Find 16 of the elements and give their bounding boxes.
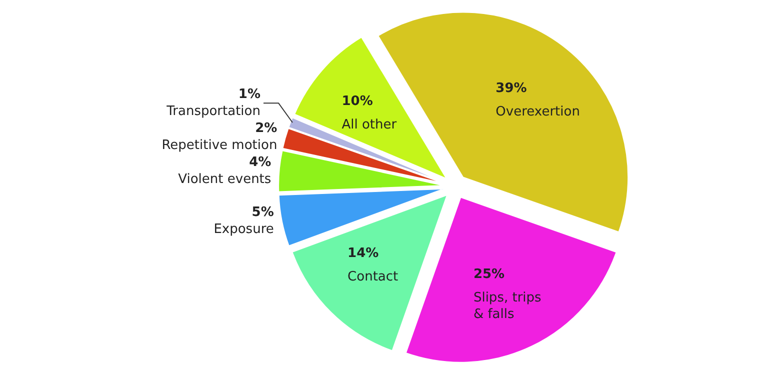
data-label: 14% — [348, 246, 379, 262]
data-label: 39% — [496, 80, 527, 96]
slice-label: Transportation — [166, 104, 260, 120]
data-label: 10% — [342, 94, 373, 110]
slice-label: Contact — [348, 270, 398, 285]
data-label: 25% — [473, 267, 505, 282]
data-label: 5% — [252, 204, 274, 220]
slice-label: Slips, trips & falls — [473, 290, 542, 322]
data-label: 2% — [255, 121, 278, 136]
slice-label: All other — [342, 118, 398, 133]
slice-label: Violent events — [178, 172, 272, 188]
data-label: 1% — [238, 87, 260, 102]
slice-label: Exposure — [214, 222, 274, 237]
slice-label: Overexertion — [496, 104, 580, 120]
data-label: 4% — [249, 155, 272, 170]
slice-label: Repetitive motion — [162, 138, 278, 154]
